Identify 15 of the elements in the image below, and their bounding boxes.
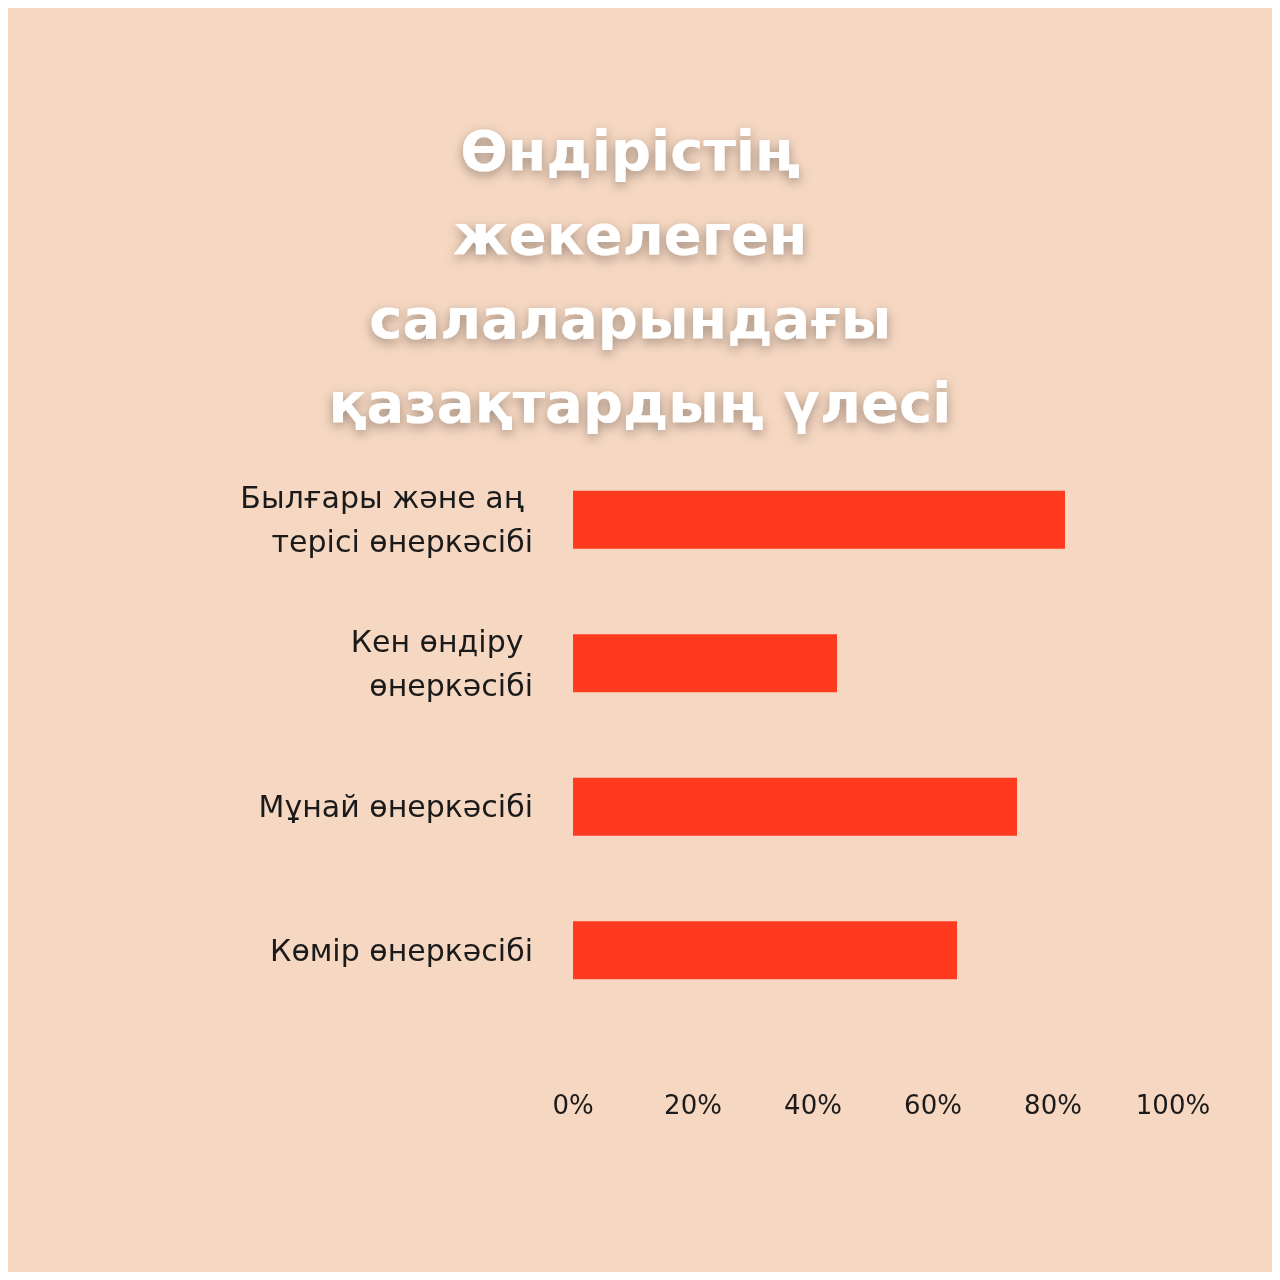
bar xyxy=(573,777,1017,836)
y-tick-label: Көмір өнеркәсібі xyxy=(270,932,533,968)
bar xyxy=(573,490,1065,549)
y-tick-label: Кен өндіру өнеркәсібі xyxy=(350,623,533,703)
y-tick-label: Былғары және аң терісі өнеркәсібі xyxy=(240,480,533,560)
x-tick-label: 60% xyxy=(904,1090,962,1120)
chart-title: Өндірістің жекелеген салаларындағы қазақтардың үлесі xyxy=(328,117,952,435)
x-tick-label: 40% xyxy=(784,1090,842,1120)
x-tick-label: 100% xyxy=(1135,1090,1211,1120)
x-tick-label: 0% xyxy=(552,1090,594,1120)
bar xyxy=(573,921,957,980)
y-tick-label: Мұнай өнеркәсібі xyxy=(258,789,533,825)
x-tick-label: 20% xyxy=(664,1090,722,1120)
bar xyxy=(573,634,837,693)
x-tick-label: 80% xyxy=(1024,1090,1082,1120)
